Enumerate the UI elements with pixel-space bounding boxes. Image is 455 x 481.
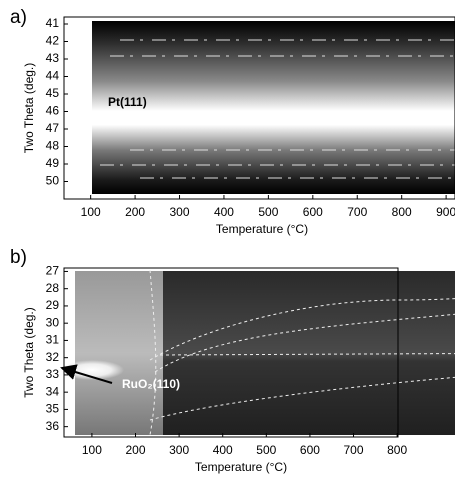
- x-tick-label: 400: [214, 205, 234, 219]
- y-tick-label: 50: [46, 174, 60, 188]
- x-tick-label: 300: [170, 205, 190, 219]
- x-tick-label: 900: [436, 205, 455, 219]
- y-axis-label: Two Theta (deg.): [22, 307, 36, 398]
- x-tick-label: 800: [387, 443, 407, 457]
- y-tick-label: 49: [46, 156, 60, 170]
- y-tick-label: 29: [46, 298, 60, 312]
- y-tick-label: 44: [46, 69, 60, 83]
- y-tick-label: 43: [46, 51, 60, 65]
- x-tick-label: 500: [256, 443, 276, 457]
- y-tick-label: 46: [46, 104, 60, 118]
- y-tick-label: 34: [46, 384, 60, 398]
- y-tick-label: 41: [46, 16, 60, 30]
- annotation: RuO₂(110): [122, 377, 180, 391]
- x-tick-label: 400: [213, 443, 233, 457]
- x-tick-label: 700: [344, 443, 364, 457]
- y-tick-label: 47: [46, 121, 60, 135]
- x-tick-label: 800: [392, 205, 412, 219]
- y-tick-label: 28: [46, 281, 60, 295]
- y-tick-label: 33: [46, 367, 60, 381]
- y-tick-label: 27: [46, 264, 60, 278]
- y-tick-label: 31: [46, 333, 60, 347]
- annotation-arrow: [60, 364, 113, 384]
- y-tick-label: 36: [46, 419, 60, 433]
- x-tick-label: 100: [81, 205, 101, 219]
- x-tick-label: 300: [169, 443, 189, 457]
- x-tick-label: 600: [300, 443, 320, 457]
- annotation: Pt(111): [108, 95, 147, 109]
- heatmap-image: [60, 269, 455, 436]
- plot-frame: [63, 16, 455, 200]
- heatmap-image: [92, 21, 455, 194]
- x-tick-label: 500: [258, 205, 278, 219]
- y-tick-label: 45: [46, 86, 60, 100]
- x-axis-label: Temperature (°C): [195, 460, 287, 474]
- x-tick-label: 200: [125, 205, 145, 219]
- x-tick-label: 600: [303, 205, 323, 219]
- x-tick-label: 100: [82, 443, 102, 457]
- y-tick-label: 42: [46, 34, 60, 48]
- y-tick-label: 35: [46, 402, 60, 416]
- plot-frame: [63, 267, 399, 438]
- x-axis-label: Temperature (°C): [216, 222, 308, 236]
- y-axis-label: Two Theta (deg.): [22, 63, 36, 154]
- x-tick-label: 700: [347, 205, 367, 219]
- panel-label: a): [10, 7, 27, 28]
- y-tick-label: 30: [46, 315, 60, 329]
- y-tick-label: 48: [46, 139, 60, 153]
- y-tick-label: 32: [46, 350, 60, 364]
- panel-label: b): [10, 247, 27, 268]
- x-tick-label: 200: [125, 443, 145, 457]
